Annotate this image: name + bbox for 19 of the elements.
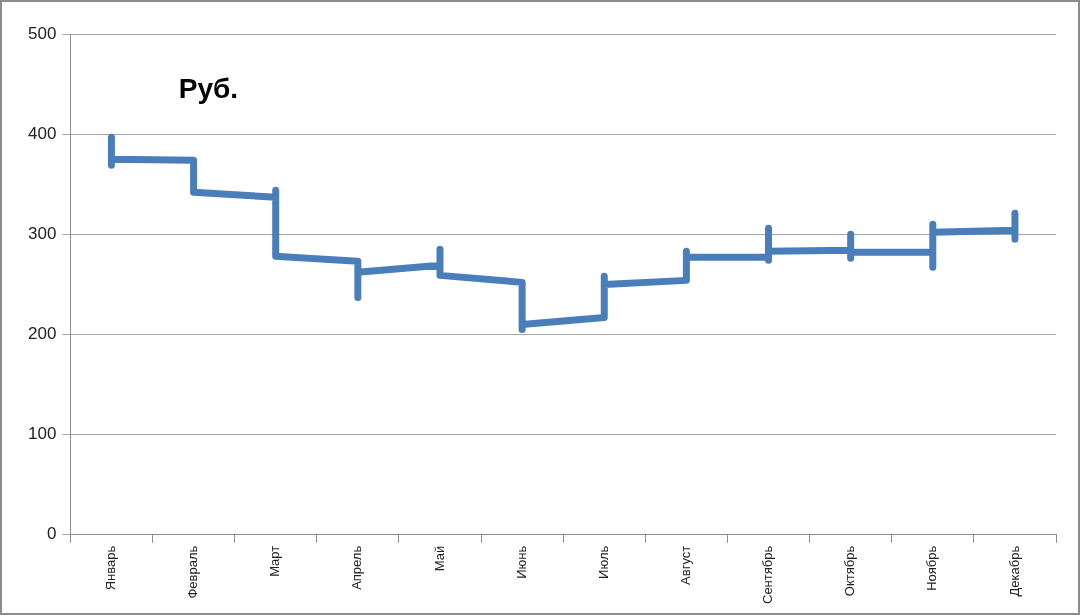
y-tick-label: 200	[27, 324, 57, 344]
x-tick-label: Февраль	[185, 545, 201, 599]
x-tick-label: Март	[267, 545, 283, 577]
x-tick-label: Апрель	[349, 545, 365, 590]
y-tick-label: 0	[46, 524, 57, 544]
x-tick-label: Июль	[595, 545, 611, 579]
x-tick-label: Декабрь	[1006, 545, 1022, 597]
x-tick-label: Ноябрь	[924, 545, 940, 591]
x-tick-label: Сентябрь	[760, 545, 776, 605]
x-tick-label: Июнь	[513, 545, 529, 579]
x-tick-label: Октябрь	[842, 545, 858, 597]
y-tick-label: 500	[27, 23, 57, 43]
text: Руб.	[178, 72, 239, 104]
x-tick-label: Январь	[103, 545, 119, 591]
y-tick-label: 100	[27, 424, 57, 444]
x-tick-label: Август	[677, 545, 693, 585]
y-tick-label: 400	[27, 123, 57, 143]
y-tick-label: 300	[27, 223, 57, 243]
x-tick-label: Май	[431, 545, 447, 572]
